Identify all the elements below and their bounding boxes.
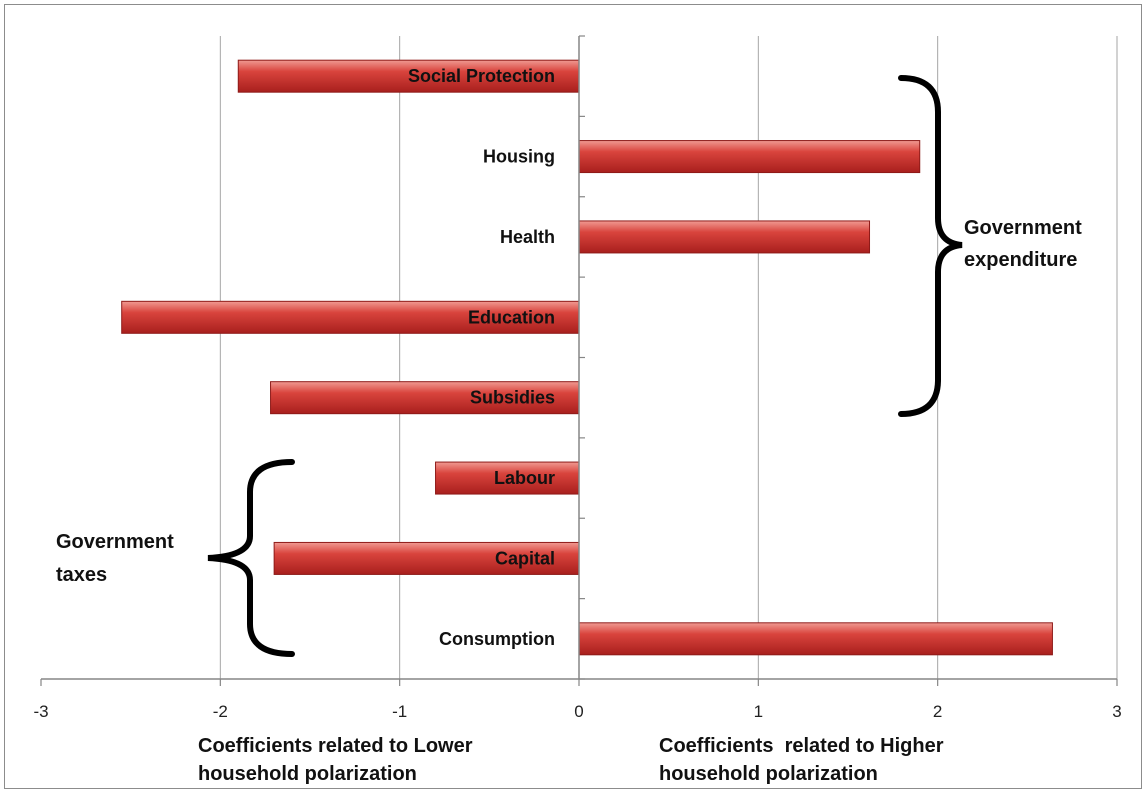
category-label: Consumption [439, 629, 555, 649]
x-axis-title-left-line1: Coefficients related to Lower [198, 735, 473, 757]
chart-frame [4, 4, 1142, 789]
category-labels: Social Protection Housing Health Education S… [408, 66, 555, 649]
bar [578, 140, 921, 174]
bar [273, 541, 580, 575]
bar [270, 381, 580, 415]
x-axis-title-right-line1: Coefficients related to Higher [659, 735, 944, 757]
expenditure-brace: Government expenditure [898, 75, 1082, 417]
x-tick-label: 0 [574, 702, 583, 721]
group-label-taxes-line1: Government [56, 531, 174, 553]
tick-labels: -3 -2 -1 0 1 2 3 [33, 702, 1121, 721]
bar [578, 220, 871, 254]
x-tick-label: 3 [1112, 702, 1121, 721]
x-tick-label: -2 [213, 702, 228, 721]
category-label: Education [468, 307, 555, 327]
curly-brace-icon [898, 75, 963, 417]
axes [40, 35, 1118, 686]
category-label: Subsidies [470, 388, 555, 408]
taxes-brace: Government taxes [56, 459, 295, 657]
x-tick-label: 1 [754, 702, 763, 721]
x-tick-label: -1 [392, 702, 407, 721]
x-axis-title-left: Coefficients related to Lower household … [198, 735, 473, 785]
group-label-taxes-line2: taxes [56, 564, 107, 586]
category-label: Social Protection [408, 66, 555, 86]
x-axis-title-right: Coefficients related to Higher household… [659, 735, 944, 785]
category-label: Health [500, 227, 555, 247]
bar [578, 622, 1053, 656]
category-label: Housing [483, 147, 555, 167]
category-label: Labour [494, 468, 555, 488]
gridlines [219, 36, 1118, 679]
group-label-expenditure-line1: Government [964, 217, 1082, 239]
bars [121, 59, 1053, 656]
bar [237, 59, 580, 93]
group-label-expenditure-line2: expenditure [964, 249, 1077, 271]
category-label: Capital [495, 548, 555, 568]
x-axis-title-right-line2: household polarization [659, 763, 878, 785]
curly-brace-icon [207, 459, 295, 657]
bar [121, 300, 580, 334]
x-tick-label: -3 [33, 702, 48, 721]
x-tick-label: 2 [933, 702, 942, 721]
x-axis-title-left-line2: household polarization [198, 763, 417, 785]
